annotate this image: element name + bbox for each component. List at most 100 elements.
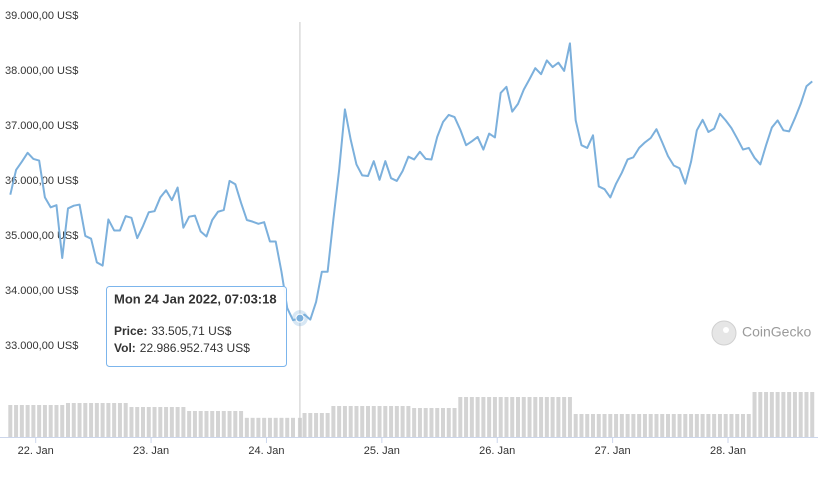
- volume-bar: [752, 392, 757, 437]
- volume-bar: [227, 411, 232, 437]
- volume-bar: [619, 414, 624, 437]
- volume-bar: [608, 414, 613, 437]
- volume-bar: [521, 397, 526, 437]
- volume-bar: [487, 397, 492, 437]
- volume-bar: [764, 392, 769, 437]
- volume-bar: [775, 392, 780, 437]
- volume-bar: [446, 408, 451, 437]
- volume-bar: [481, 397, 486, 437]
- volume-bar: [66, 403, 70, 437]
- volume-bar: [723, 414, 728, 437]
- volume-bar: [14, 405, 19, 437]
- volume-bar: [579, 414, 584, 437]
- volume-bar: [527, 397, 532, 437]
- volume-bar: [164, 407, 169, 437]
- watermark-text: CoinGecko: [742, 324, 811, 340]
- volume-bar: [291, 417, 295, 437]
- watermark-eye: [723, 327, 729, 333]
- volume-bar: [746, 414, 751, 437]
- volume-bar: [516, 397, 520, 437]
- volume-bar: [42, 405, 47, 437]
- volume-bar: [366, 406, 370, 437]
- volume-bar: [285, 417, 290, 437]
- volume-bar: [429, 408, 434, 437]
- volume-bar: [192, 411, 197, 437]
- volume-bar: [319, 413, 324, 437]
- tooltip-layer: Mon 24 Jan 2022, 07:03:18 Price: 33.505,71…: [106, 22, 308, 437]
- tooltip-label: Price:: [114, 324, 147, 338]
- volume-bar: [302, 413, 307, 437]
- volume-bar: [77, 403, 82, 437]
- volume-bar: [412, 408, 417, 437]
- volume-bar: [787, 392, 792, 437]
- volume-bar: [233, 411, 238, 437]
- volume-bar: [585, 414, 590, 437]
- volume-bar: [331, 406, 336, 437]
- volume-bar: [129, 407, 134, 437]
- volume-bar: [660, 414, 665, 437]
- volume-bar: [256, 417, 261, 437]
- tooltip-value: 22.986.952.743 US$: [140, 341, 250, 355]
- volume-bar: [354, 406, 359, 437]
- volume-bar: [469, 397, 474, 437]
- volume-bar: [210, 411, 215, 437]
- x-tick-label: 26. Jan: [479, 445, 515, 457]
- volume-bar: [48, 405, 53, 437]
- y-tick-label: 35.000,00 US$: [5, 230, 78, 242]
- volume-bar: [377, 406, 382, 437]
- volume-bar: [417, 408, 422, 437]
- volume-bar: [112, 403, 117, 437]
- volume-bar: [198, 411, 203, 437]
- volume-bar: [464, 397, 469, 437]
- volume-bar: [642, 414, 647, 437]
- volume-bar: [204, 411, 209, 437]
- volume-bar: [683, 414, 688, 437]
- volume-bar: [100, 403, 105, 437]
- volume-bar: [94, 403, 99, 437]
- volume-bar: [475, 397, 480, 437]
- volume-bar: [694, 414, 699, 437]
- volume-bar: [19, 405, 24, 437]
- volume-bar: [769, 392, 774, 437]
- volume-bar: [625, 414, 630, 437]
- tooltip-label: Vol:: [114, 341, 136, 355]
- volume-bar: [441, 408, 445, 437]
- volume-bar: [239, 411, 244, 437]
- volume-bar: [804, 392, 809, 437]
- volume-bar: [591, 414, 595, 437]
- volume-bar: [700, 414, 705, 437]
- volume-bar: [671, 414, 676, 437]
- volume-bar: [596, 414, 601, 437]
- volume-bar: [717, 414, 722, 437]
- volume-bar: [89, 403, 94, 437]
- x-tick-label: 22. Jan: [18, 445, 54, 457]
- volume-bar: [383, 406, 388, 437]
- volume-bar: [810, 392, 815, 437]
- volume-bar: [308, 413, 313, 437]
- volume-layer: [8, 392, 815, 437]
- volume-bar: [666, 414, 670, 437]
- plot-layer: [9, 42, 813, 322]
- volume-bar: [175, 407, 180, 437]
- volume-bar: [556, 397, 561, 437]
- volume-bar: [141, 407, 145, 437]
- volume-bar: [8, 405, 13, 437]
- volume-bar: [371, 406, 376, 437]
- volume-bar: [37, 405, 42, 437]
- volume-bar: [573, 414, 578, 437]
- volume-bar: [406, 406, 411, 437]
- volume-bar: [394, 406, 399, 437]
- volume-bar: [158, 407, 163, 437]
- volume-bar: [729, 414, 734, 437]
- volume-bar: [106, 403, 111, 437]
- volume-bar: [279, 417, 284, 437]
- volume-bar: [337, 406, 342, 437]
- volume-bar: [262, 417, 267, 437]
- volume-bar: [423, 408, 428, 437]
- volume-bar: [435, 408, 440, 437]
- volume-bar: [348, 406, 353, 437]
- volume-bar: [187, 411, 192, 437]
- volume-bar: [567, 397, 572, 437]
- volume-bar: [492, 397, 497, 437]
